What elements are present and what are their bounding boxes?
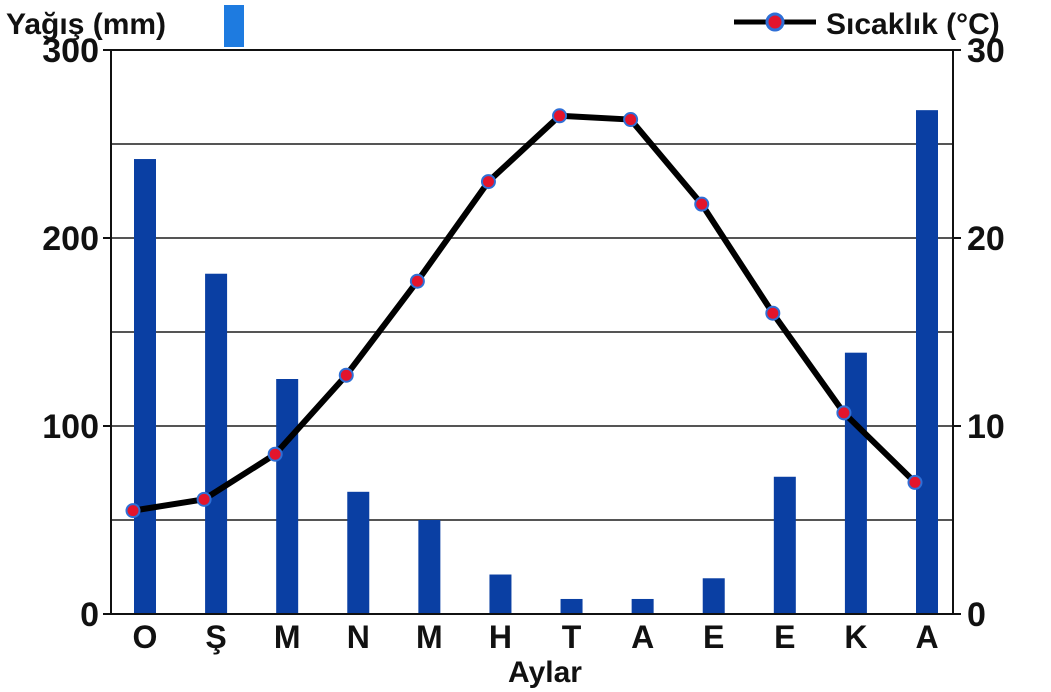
left-tick-label: 100 bbox=[42, 408, 99, 446]
temperature-point bbox=[267, 446, 283, 462]
x-tick-label: Ş bbox=[205, 619, 226, 655]
right-tick-label: 0 bbox=[967, 596, 986, 634]
precip-bar bbox=[631, 598, 654, 614]
x-axis-label: Aylar bbox=[508, 656, 582, 689]
x-tick-label: A bbox=[631, 619, 654, 655]
precip-bar bbox=[205, 273, 228, 614]
legend-temp: Sıcaklık (°C) bbox=[734, 8, 1000, 41]
right-tick-label: 30 bbox=[967, 32, 1005, 70]
x-tick-label: O bbox=[133, 619, 158, 655]
precip-bar bbox=[347, 491, 370, 614]
temperature-point bbox=[480, 174, 496, 190]
temperature-point bbox=[907, 474, 923, 490]
x-tick-label: H bbox=[489, 619, 512, 655]
x-tick-label: M bbox=[416, 619, 443, 655]
legend-precip-label: Yağış (mm) bbox=[6, 8, 166, 41]
markers bbox=[125, 108, 923, 519]
x-tick-label: E bbox=[774, 619, 795, 655]
precip-bar bbox=[134, 159, 156, 615]
legend-temp-label: Sıcaklık (°C) bbox=[826, 8, 1000, 41]
legend-precip-swatch bbox=[224, 5, 244, 47]
left-tick-label: 300 bbox=[42, 32, 99, 70]
legend-temp-marker bbox=[765, 12, 785, 32]
x-tick-label: A bbox=[915, 619, 938, 655]
precip-bar bbox=[276, 379, 299, 614]
legend-precip: Yağış (mm) bbox=[6, 5, 244, 47]
temperature-point bbox=[196, 491, 212, 507]
temperature-point bbox=[125, 503, 141, 519]
precip-bar bbox=[773, 476, 796, 614]
precip-bar bbox=[489, 574, 512, 614]
x-tick-label: M bbox=[274, 619, 301, 655]
precip-bar bbox=[702, 578, 725, 614]
left-tick-label: 0 bbox=[80, 596, 99, 634]
temperature-point bbox=[623, 112, 639, 128]
precip-bar bbox=[916, 110, 938, 614]
x-tick-label: K bbox=[844, 619, 867, 655]
right-tick-label: 10 bbox=[967, 408, 1005, 446]
temperature-point bbox=[338, 367, 354, 383]
right-ticks: 0 10 20 30 bbox=[953, 32, 1005, 634]
temperature-series-line bbox=[130, 112, 918, 514]
precip-bar bbox=[560, 598, 583, 614]
x-tick-label: E bbox=[703, 619, 724, 655]
x-tick-label: N bbox=[347, 619, 370, 655]
temperature-line bbox=[130, 112, 918, 514]
x-tick-label: T bbox=[562, 619, 582, 655]
temperature-point bbox=[836, 405, 852, 421]
precip-bar bbox=[844, 352, 867, 614]
right-tick-label: 20 bbox=[967, 220, 1005, 258]
temperature-point bbox=[409, 273, 425, 289]
left-tick-label: 200 bbox=[42, 220, 99, 258]
bars bbox=[134, 110, 938, 615]
temperature-point bbox=[694, 196, 710, 212]
grid-lines bbox=[111, 143, 953, 521]
temperature-point bbox=[765, 305, 781, 321]
temperature-point bbox=[552, 108, 568, 124]
left-ticks: 0 100 200 300 bbox=[42, 32, 111, 634]
precip-bar bbox=[418, 520, 441, 614]
plot-frame bbox=[110, 49, 954, 615]
